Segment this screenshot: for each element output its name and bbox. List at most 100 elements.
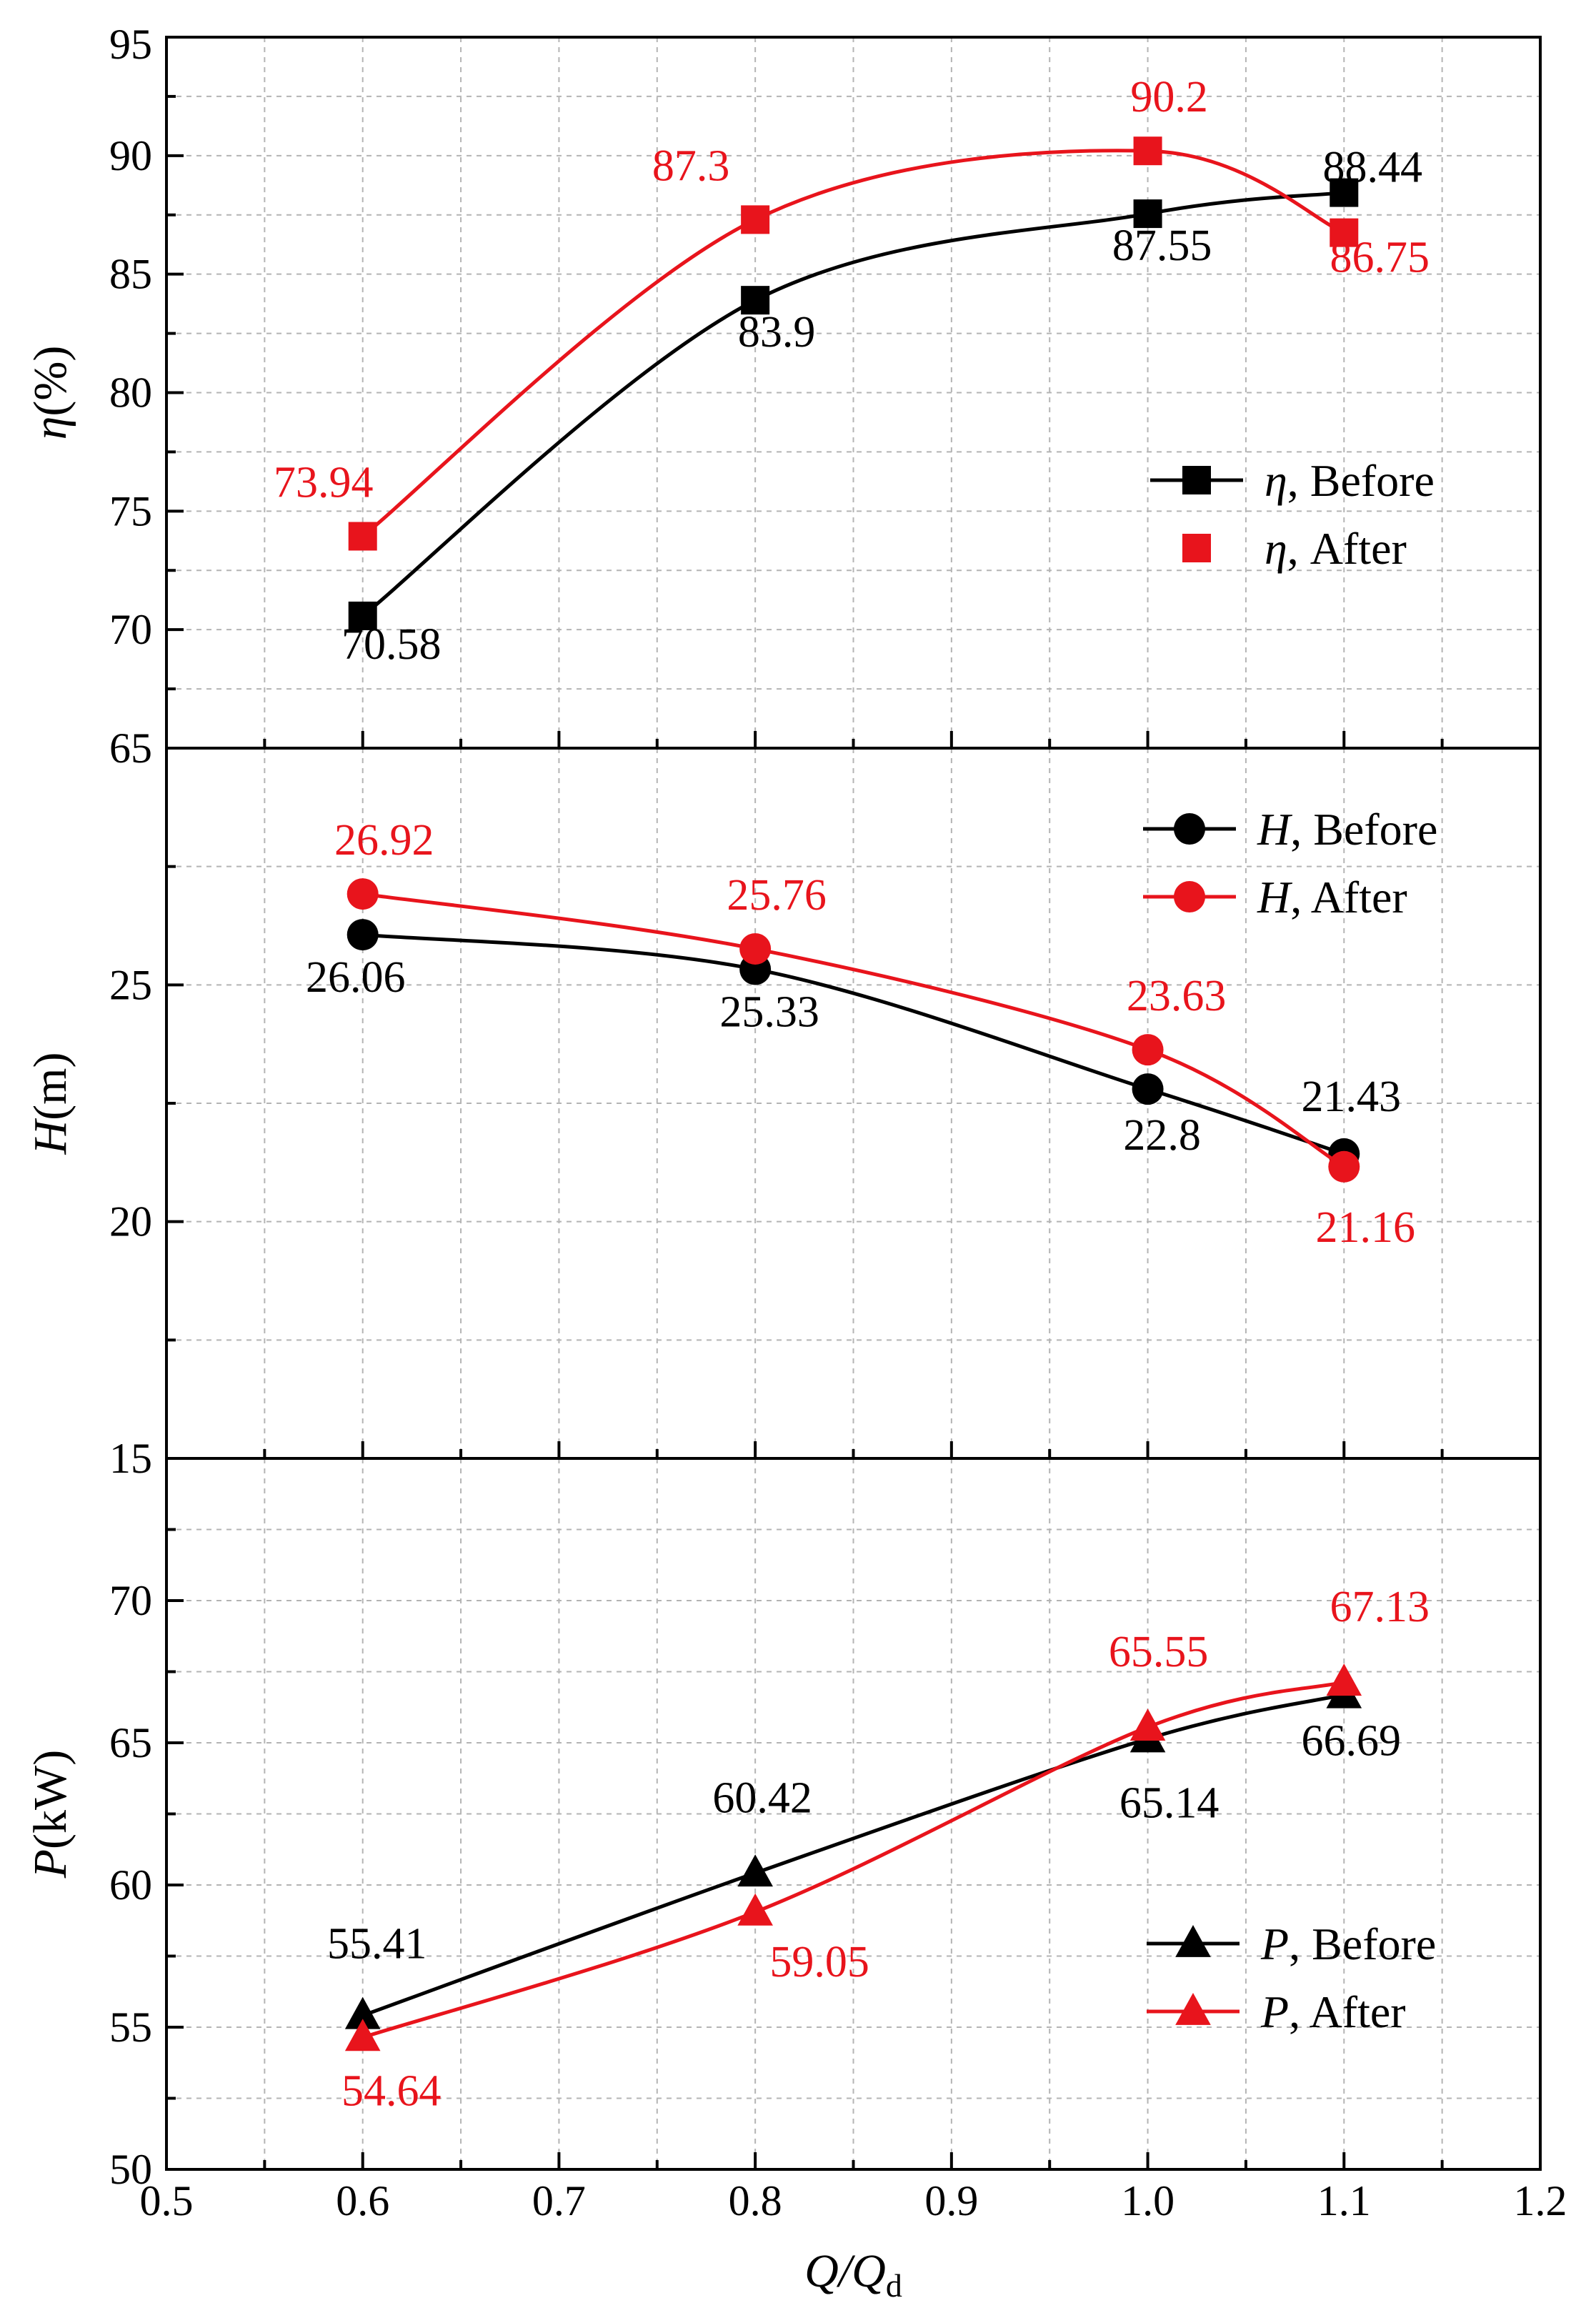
data-label-after: 65.55 [1109, 1628, 1209, 1676]
data-label-after: 73.94 [274, 458, 374, 507]
series-line-after [362, 892, 1345, 1168]
legend-entry-before: H, Before [1257, 804, 1437, 855]
x-tick-label: 0.6 [336, 2177, 389, 2224]
x-tick-label: 1.0 [1121, 2177, 1174, 2224]
legend-marker-before [1182, 466, 1211, 494]
y-tick-label: 65 [109, 725, 152, 772]
y-tick-label: 60 [109, 1861, 152, 1909]
data-point-before [741, 286, 770, 315]
y-tick-label: 80 [109, 369, 152, 417]
data-point-after [1129, 1708, 1166, 1741]
y-axis-label-unit: (%) [24, 346, 76, 417]
legend-entry-after: H, After [1257, 872, 1407, 922]
legend-text: , After [1287, 523, 1407, 574]
data-label-before: 83.9 [738, 308, 816, 357]
legend-symbol: P [1260, 1986, 1289, 2037]
data-label-after: 25.76 [727, 871, 827, 920]
data-label-after: 23.63 [1127, 972, 1227, 1020]
x-axis-label-subscript: d [886, 2267, 902, 2304]
y-tick-label: 15 [109, 1435, 152, 1482]
y-tick-label: 95 [109, 21, 152, 68]
y-axis-label-symbol: η [24, 417, 76, 440]
x-axis-label-main: Q/Q [804, 2245, 886, 2297]
legend-symbol: H [1257, 872, 1293, 922]
data-point-before [1330, 178, 1359, 207]
data-point-before [737, 1854, 773, 1887]
y-axis-label-symbol: H [24, 1118, 76, 1155]
y-tick-label: 75 [109, 487, 152, 534]
data-point-after [1326, 1663, 1362, 1696]
y-axis-label: η(%) [24, 346, 76, 440]
data-label-before: 21.43 [1302, 1073, 1402, 1121]
data-point-after [346, 878, 379, 910]
y-tick-label: 85 [109, 251, 152, 298]
data-point-after [348, 522, 377, 551]
x-tick-label: 0.7 [532, 2177, 586, 2224]
legend-symbol: H [1257, 804, 1293, 855]
y-tick-label: 55 [109, 2004, 152, 2051]
data-point-after [1330, 218, 1359, 247]
y-axis-label: P(kW) [24, 1750, 76, 1879]
data-point-after [741, 205, 770, 234]
data-label-after: 54.64 [341, 2066, 442, 2115]
legend-marker-after [1174, 881, 1205, 912]
data-point-before [1133, 199, 1162, 229]
data-label-before: 22.8 [1123, 1111, 1201, 1160]
legend-entry-before: η, Before [1265, 455, 1435, 506]
legend-marker-before [1175, 1924, 1211, 1957]
data-point-before [346, 919, 379, 951]
x-tick-label: 1.1 [1317, 2177, 1371, 2224]
y-tick-label: 25 [109, 961, 152, 1008]
legend-marker-after [1175, 1992, 1211, 2025]
y-axis-label-unit: (m) [24, 1053, 76, 1120]
data-point-after [739, 932, 772, 965]
y-tick-label: 90 [109, 132, 152, 179]
y-axis-label-unit: (kW) [24, 1750, 76, 1849]
data-point-after [1328, 1150, 1360, 1183]
data-label-after: 21.16 [1316, 1203, 1416, 1252]
data-point-after [737, 1893, 773, 1926]
legend-text: , Before [1289, 1919, 1436, 1969]
series-line-before [361, 191, 1345, 617]
panel-head: 252015H(m)26.0625.3322.821.4326.9225.762… [24, 747, 1542, 1482]
legend-symbol: η [1265, 455, 1287, 506]
data-label-after: 59.05 [769, 1938, 869, 1986]
data-point-before [1132, 1073, 1164, 1105]
x-tick-label: 1.2 [1514, 2177, 1567, 2224]
panel-efficiency: 95908580757065η(%)70.5883.987.5588.4473.… [24, 21, 1542, 772]
data-label-before: 88.44 [1323, 144, 1423, 192]
data-point-after [344, 2019, 381, 2051]
y-axis-label-symbol: P [24, 1849, 76, 1879]
series-line-after [361, 1680, 1345, 2039]
legend-entry-after: η, After [1265, 523, 1407, 574]
legend-marker-before [1174, 813, 1205, 845]
data-label-before: 65.14 [1119, 1779, 1220, 1827]
y-tick-label: 65 [109, 1719, 152, 1766]
data-label-after: 26.92 [334, 816, 434, 865]
data-label-before: 87.55 [1112, 222, 1212, 270]
y-axis-label: H(m) [24, 1053, 76, 1155]
legend-text: , Before [1290, 804, 1437, 855]
legend-text: , After [1289, 1986, 1406, 2037]
legend-text: , After [1290, 872, 1407, 922]
y-tick-label: 70 [109, 606, 152, 653]
x-axis-label: Q/Qd [804, 2245, 902, 2304]
data-point-after [1132, 1034, 1164, 1066]
data-label-before: 70.58 [341, 620, 442, 669]
data-label-after: 87.3 [652, 141, 730, 190]
data-label-before: 25.33 [719, 988, 819, 1036]
legend-marker-after [1182, 534, 1211, 562]
data-point-before [348, 601, 377, 630]
legend-entry-after: P, After [1260, 1986, 1406, 2037]
legend-text: , Before [1287, 455, 1435, 506]
legend-entry-before: P, Before [1260, 1919, 1436, 1969]
data-point-after [1133, 136, 1162, 166]
data-label-after: 67.13 [1330, 1583, 1430, 1631]
series-line-before [361, 1693, 1345, 2018]
data-label-after: 86.75 [1330, 234, 1430, 282]
data-label-before: 26.06 [306, 953, 406, 1002]
series-line-before [362, 932, 1345, 1156]
